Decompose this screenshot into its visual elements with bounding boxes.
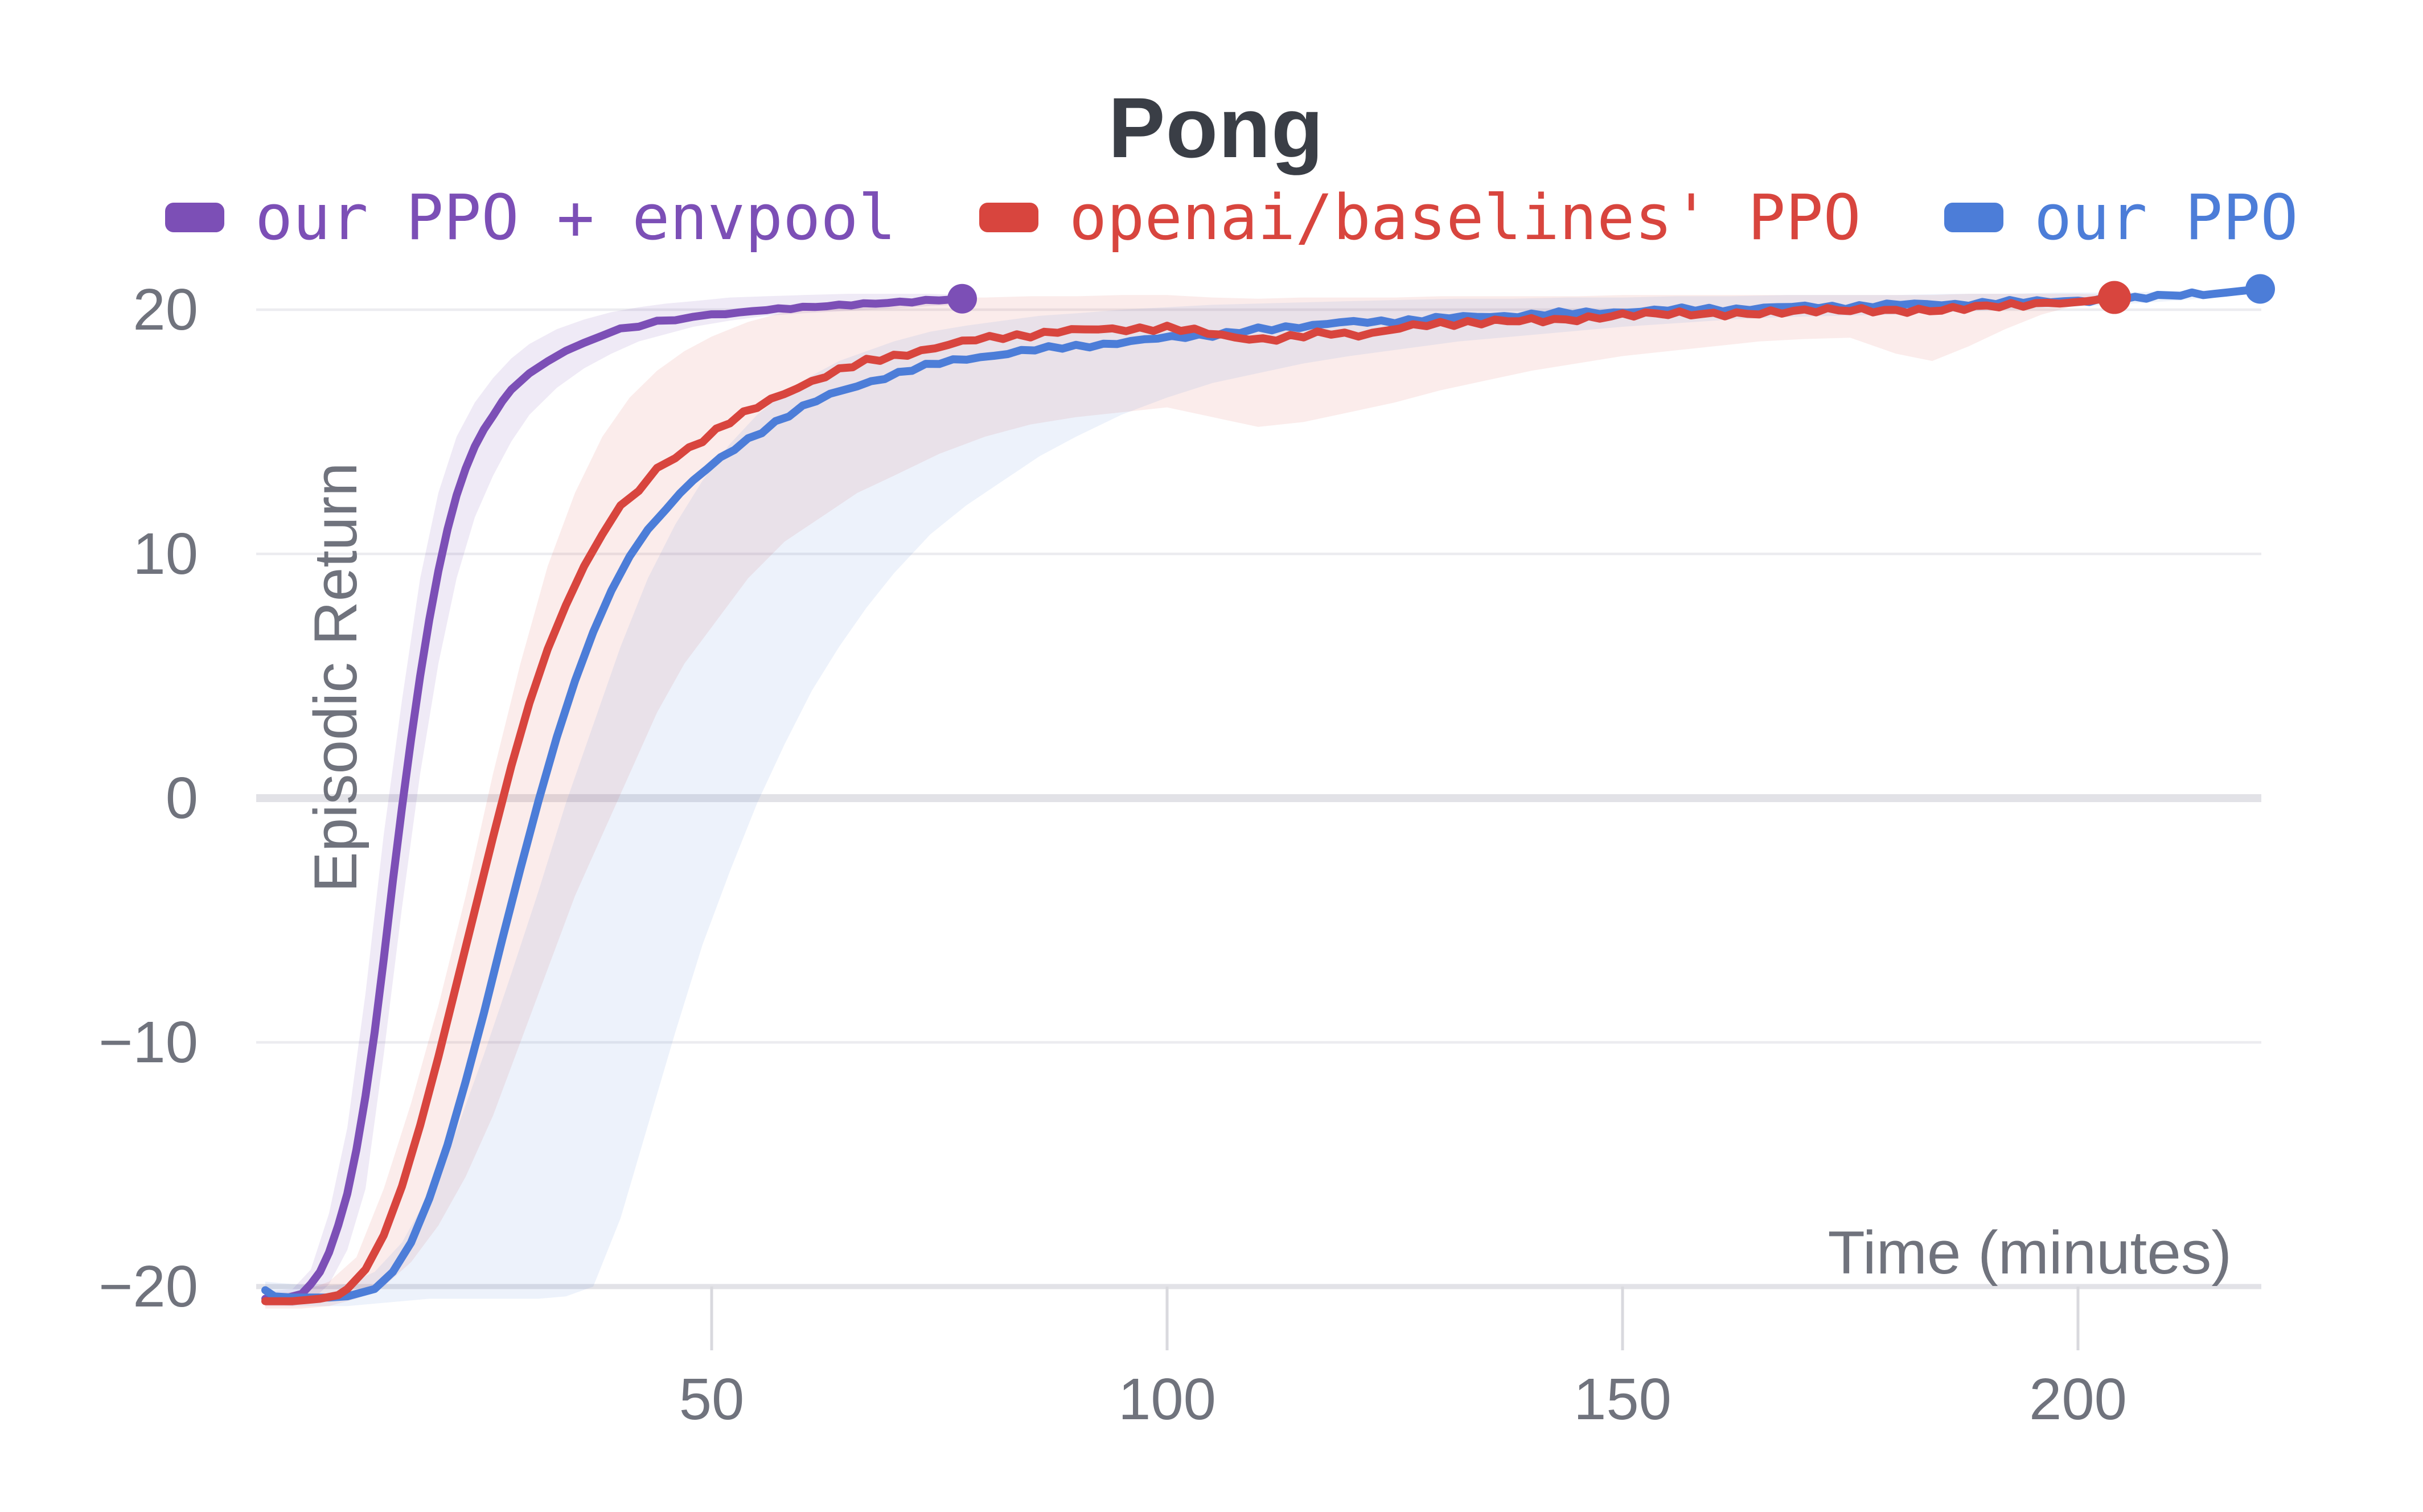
x-tick-label-200: 200 [2029,1366,2127,1432]
axis-ticks [710,1287,2080,1350]
legend-label-our-ppo: our PPO [2034,181,2298,254]
y-axis-label: Episodic Return [301,462,369,893]
legend-swatch-purple [165,203,224,232]
legend-swatch-blue [1944,203,2003,232]
legend-item-openai-baselines-ppo: openai/baselines' PPO [979,180,1861,255]
series-end-dots [947,274,2275,314]
y-tick-label--10: −10 [98,1009,198,1075]
y-tick-label-10: 10 [133,521,198,586]
confidence-bands [265,286,2260,1309]
legend-label-openai-baselines-ppo: openai/baselines' PPO [1069,181,1861,254]
legend-label-our-ppo-envpool: our PPO + envpool [255,181,896,254]
x-tick-label-150: 150 [1574,1366,1672,1432]
x-tick-label-100: 100 [1118,1366,1216,1432]
y-tick-label-20: 20 [133,277,198,342]
band-our-ppo [265,286,2260,1306]
legend-item-our-ppo: our PPO [1944,180,2298,255]
band-our-ppo-envpool [265,294,962,1306]
series-lines [261,285,2264,1305]
end-dot-our-ppo-envpool [947,284,977,314]
x-axis-label: Time (minutes) [1827,1218,2232,1287]
line-our-ppo-envpool [261,294,966,1303]
y-tick-label-0: 0 [165,765,198,831]
band-openai-baselines-ppo [265,294,2114,1309]
legend-swatch-red [979,203,1038,232]
y-tick-label--20: −20 [98,1254,198,1319]
chart-title: Pong [1108,80,1324,175]
end-dot-our-ppo [2245,274,2275,304]
line-openai-baselines-ppo [261,293,2118,1305]
end-dot-openai-baselines-ppo [2098,281,2131,314]
legend-item-our-ppo-envpool: our PPO + envpool [165,180,896,255]
x-tick-label-50: 50 [679,1366,745,1432]
